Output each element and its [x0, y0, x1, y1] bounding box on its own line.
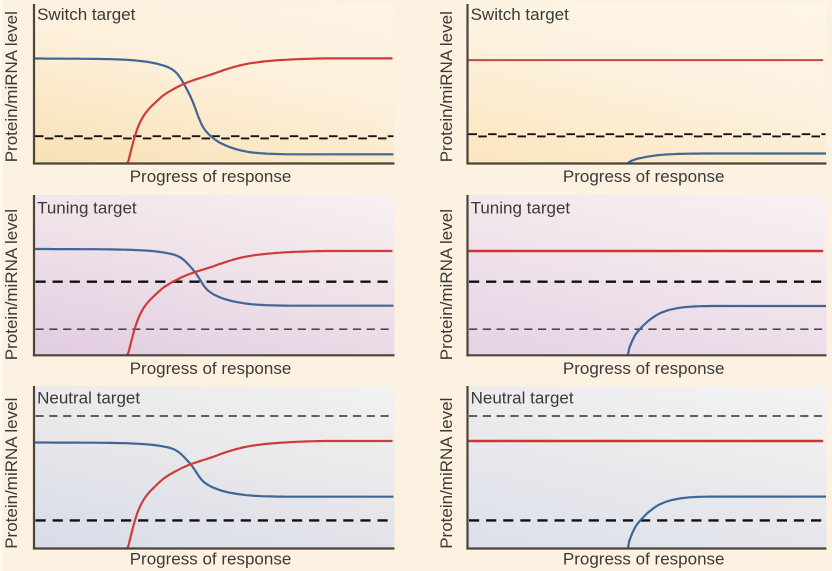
- svg-text:Neutral target: Neutral target: [471, 388, 574, 407]
- svg-text:Neutral target: Neutral target: [37, 388, 140, 407]
- svg-text:Protein/miRNA level: Protein/miRNA level: [2, 209, 21, 360]
- svg-text:Progress of response: Progress of response: [563, 550, 725, 569]
- svg-text:Protein/miRNA level: Protein/miRNA level: [437, 398, 456, 549]
- svg-text:Progress of response: Progress of response: [563, 359, 725, 378]
- svg-text:Protein/miRNA level: Protein/miRNA level: [2, 11, 21, 162]
- svg-text:Tuning target: Tuning target: [471, 198, 571, 217]
- svg-text:Protein/miRNA level: Protein/miRNA level: [437, 11, 456, 162]
- svg-text:Protein/miRNA level: Protein/miRNA level: [437, 209, 456, 360]
- svg-text:Protein/miRNA level: Protein/miRNA level: [2, 398, 21, 549]
- svg-text:Progress of response: Progress of response: [563, 167, 725, 186]
- svg-text:Progress of response: Progress of response: [130, 550, 292, 569]
- svg-text:Progress of response: Progress of response: [130, 359, 292, 378]
- svg-text:Progress of response: Progress of response: [130, 167, 292, 186]
- svg-text:Tuning target: Tuning target: [37, 198, 137, 217]
- svg-text:Switch target: Switch target: [471, 5, 570, 24]
- svg-text:Switch target: Switch target: [37, 5, 136, 24]
